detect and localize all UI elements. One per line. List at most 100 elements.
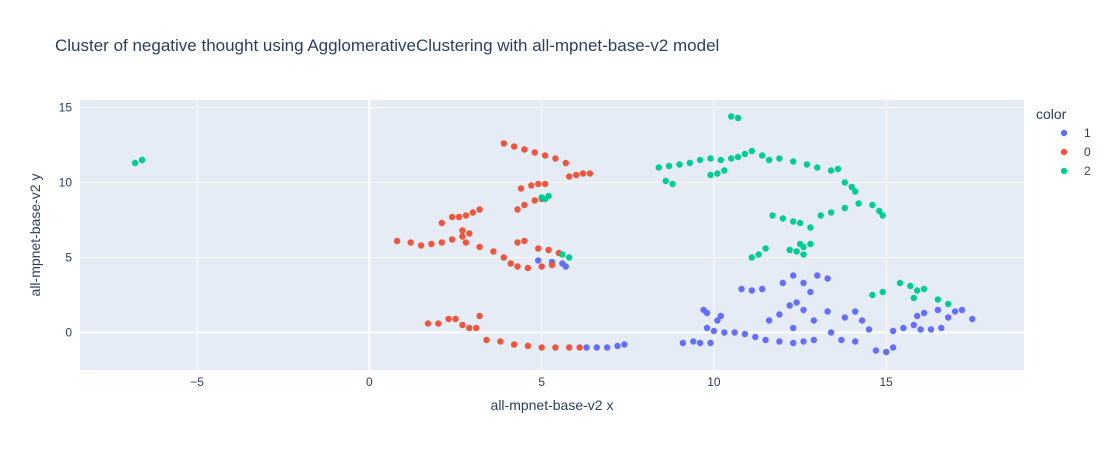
data-point	[521, 237, 528, 245]
data-point	[872, 347, 880, 354]
data-point	[938, 324, 945, 332]
data-point	[755, 251, 762, 258]
data-point	[790, 339, 797, 347]
data-point	[696, 339, 704, 347]
data-point	[958, 306, 966, 314]
data-point	[779, 279, 786, 287]
data-point	[790, 324, 797, 332]
data-point	[424, 320, 432, 327]
data-point	[814, 272, 821, 279]
data-point	[717, 156, 724, 164]
data-point	[834, 165, 842, 173]
legend-item-2[interactable]: 2	[1060, 164, 1091, 178]
data-points	[131, 113, 976, 356]
data-point	[810, 317, 817, 324]
data-point	[945, 300, 952, 308]
x-tick-label: −5	[190, 375, 204, 389]
data-point	[131, 159, 139, 167]
data-point	[438, 239, 445, 246]
data-point	[752, 333, 759, 341]
data-point	[473, 324, 480, 332]
data-point	[841, 204, 848, 212]
data-point	[703, 324, 711, 332]
data-point	[800, 251, 807, 258]
data-point	[810, 336, 817, 344]
data-point	[528, 182, 535, 189]
data-point	[603, 344, 611, 351]
data-point	[800, 338, 807, 345]
data-point	[848, 183, 855, 191]
legend-item-0[interactable]: 0	[1060, 145, 1091, 159]
data-point	[793, 248, 800, 255]
series-2	[131, 113, 952, 308]
data-point	[765, 317, 773, 324]
data-point	[579, 170, 587, 177]
data-point	[586, 170, 594, 177]
x-tick-label: 15	[880, 375, 894, 389]
x-tick-label: 10	[707, 375, 721, 389]
data-point	[521, 146, 528, 153]
data-point	[721, 329, 728, 336]
data-point	[459, 227, 466, 234]
data-point	[814, 164, 821, 171]
data-point	[566, 344, 573, 351]
data-point	[531, 197, 538, 204]
data-point	[827, 329, 835, 336]
data-point	[776, 311, 783, 318]
legend[interactable]: color 1 0 2	[1036, 106, 1091, 178]
data-point	[779, 215, 786, 222]
data-point	[765, 156, 773, 164]
data-point	[807, 288, 814, 296]
data-point	[796, 219, 804, 227]
data-point	[889, 344, 897, 351]
data-point	[721, 167, 728, 174]
data-point	[914, 312, 921, 320]
y-axis-ticks: 0 5 10 15	[59, 101, 73, 340]
data-point	[852, 338, 859, 345]
data-point	[748, 287, 755, 294]
data-point	[759, 152, 766, 159]
data-point	[738, 285, 745, 293]
y-tick-label: 15	[59, 101, 73, 115]
data-point	[535, 257, 542, 264]
data-point	[748, 147, 755, 155]
chart-title: Cluster of negative thought using Agglom…	[55, 36, 719, 55]
data-point	[827, 209, 835, 216]
data-point	[662, 177, 669, 185]
legend-item-1[interactable]: 1	[1060, 126, 1091, 140]
legend-label: 2	[1084, 164, 1091, 178]
data-point	[934, 296, 942, 303]
data-point	[583, 344, 590, 351]
y-tick-label: 5	[65, 251, 72, 265]
data-point	[676, 161, 683, 168]
data-point	[734, 153, 742, 161]
data-point	[535, 245, 542, 252]
data-point	[524, 342, 532, 350]
data-point	[841, 314, 848, 321]
data-point	[896, 279, 904, 287]
data-point	[559, 251, 566, 258]
y-axis-title: all-mpnet-base-v2 y	[27, 174, 43, 297]
grid-lines	[80, 100, 1024, 370]
data-point	[466, 324, 473, 332]
data-point	[524, 264, 532, 272]
data-point	[669, 180, 676, 188]
data-point	[920, 309, 928, 317]
data-point	[865, 326, 873, 333]
data-point	[769, 212, 776, 219]
data-point	[869, 291, 876, 299]
data-point	[490, 248, 497, 255]
data-point	[889, 327, 897, 335]
data-point	[879, 212, 886, 219]
data-point	[438, 219, 445, 227]
data-point	[448, 236, 456, 243]
x-axis-ticks: −5 0 5 10 15	[190, 375, 893, 389]
data-point	[462, 239, 470, 246]
data-point	[876, 207, 883, 215]
data-point	[541, 180, 549, 188]
data-point	[776, 155, 783, 162]
data-point	[824, 308, 831, 315]
data-point	[545, 192, 552, 200]
data-point	[786, 302, 793, 309]
